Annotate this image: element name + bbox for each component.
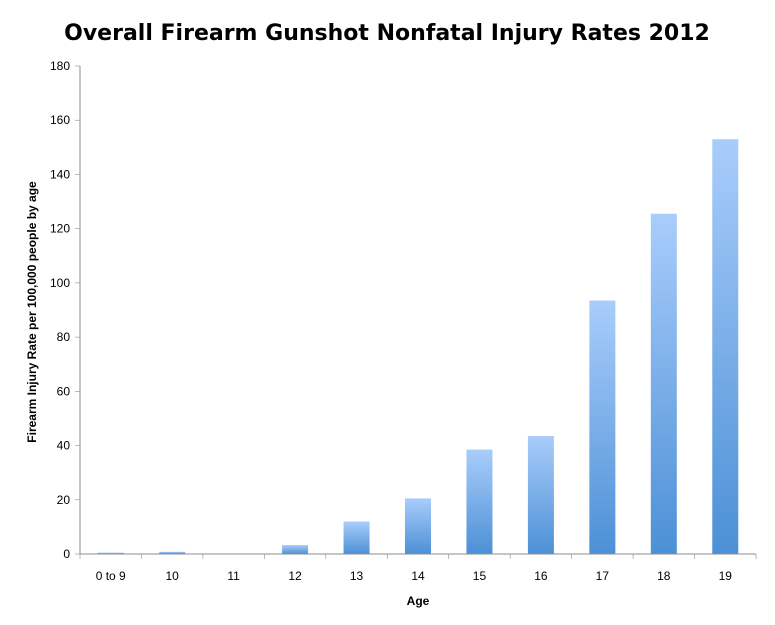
x-tick-label: 18 <box>657 569 671 583</box>
x-tick-label: 15 <box>473 569 487 583</box>
bar-12 <box>282 545 309 554</box>
x-axis-label: Age <box>407 594 430 608</box>
y-tick-label: 180 <box>50 59 70 73</box>
y-axis-label: Firearm Injury Rate per 100,000 people b… <box>25 181 39 443</box>
bar-18 <box>650 213 677 554</box>
y-tick-label: 100 <box>50 276 70 290</box>
x-tick-label: 19 <box>719 569 733 583</box>
bars <box>97 139 739 554</box>
x-tick-label: 13 <box>350 569 364 583</box>
x-axis-ticks: 0 to 9 10 11 12 13 14 15 16 17 18 19 <box>79 554 757 583</box>
bar-15 <box>466 449 493 554</box>
bar-14 <box>405 498 431 554</box>
x-tick-label: 16 <box>534 569 548 583</box>
x-tick-label: 17 <box>596 569 610 583</box>
y-tick-label: 140 <box>50 167 70 181</box>
bar-13 <box>343 521 370 554</box>
y-axis-ticks: 0 20 40 60 80 100 120 140 160 180 <box>50 59 80 561</box>
bar-16 <box>527 436 554 554</box>
x-tick-label: 12 <box>288 569 302 583</box>
y-tick-label: 120 <box>50 222 70 236</box>
y-tick-label: 160 <box>50 113 70 127</box>
x-tick-label: 0 to 9 <box>96 569 126 583</box>
bar-17 <box>589 300 616 554</box>
chart-title: Overall Firearm Gunshot Nonfatal Injury … <box>64 21 710 46</box>
bar-10 <box>159 551 186 554</box>
bar-19 <box>712 139 739 554</box>
y-tick-label: 60 <box>57 384 71 398</box>
x-tick-label: 10 <box>166 569 180 583</box>
y-tick-label: 20 <box>57 493 71 507</box>
x-tick-label: 11 <box>227 569 240 583</box>
bar-0-to-9 <box>97 552 124 554</box>
y-tick-label: 80 <box>57 330 71 344</box>
x-tick-label: 14 <box>411 569 425 583</box>
y-tick-label: 0 <box>63 547 70 561</box>
y-tick-label: 40 <box>57 439 71 453</box>
